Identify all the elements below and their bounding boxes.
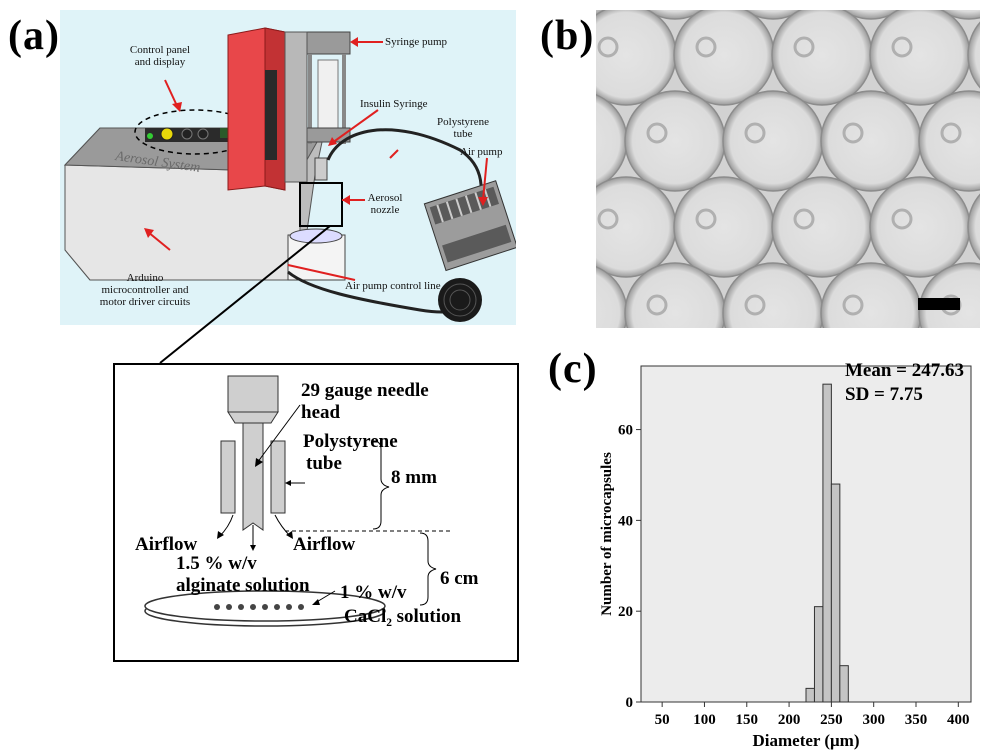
- capsule-core: [891, 36, 913, 58]
- microcapsule: [967, 21, 980, 89]
- label-air-pump: Air pump: [460, 146, 503, 158]
- plot-area: [640, 365, 972, 703]
- capsule-core: [940, 122, 962, 144]
- microcapsule: [673, 10, 775, 106]
- device-illustration: Aerosol System: [60, 10, 518, 325]
- stats-mean: Mean = 247.63: [845, 360, 964, 381]
- label-control-panel: Control panel and display: [129, 44, 191, 68]
- x-tick-label: 350: [905, 712, 928, 728]
- microcapsule: [869, 176, 971, 278]
- label-poly-2: tube: [306, 453, 342, 474]
- panel-a-letter: (a): [8, 13, 60, 59]
- capsule-core: [842, 294, 864, 316]
- capsule-core: [646, 122, 668, 144]
- microcapsule: [673, 176, 775, 278]
- label-needle-1: 29 gauge needle: [301, 380, 429, 401]
- x-tick-label: 100: [693, 712, 716, 728]
- panel-c-letter: (c): [548, 346, 598, 392]
- histogram-bar: [839, 665, 849, 703]
- label-cacl-1: 1 % w/v: [340, 582, 407, 603]
- microcapsule-micrograph: [596, 10, 980, 328]
- capsule-core: [842, 122, 864, 144]
- capsule-core: [744, 122, 766, 144]
- label-alginate-1: 1.5 % w/v: [176, 553, 257, 574]
- scale-bar: [918, 298, 960, 310]
- capsule-core: [597, 208, 619, 230]
- label-needle-2: head: [301, 402, 341, 423]
- x-tick-label: 300: [862, 712, 885, 728]
- label-air-pump-control-line: Air pump control line: [345, 280, 441, 292]
- stats-sd: SD = 7.75: [845, 384, 923, 405]
- diameter-histogram: 50 100 150 200 250 300 350 400 0 20 40 60 Diameter…: [596, 356, 981, 751]
- capsule-core: [646, 294, 668, 316]
- microcapsule: [771, 10, 873, 106]
- microcapsule: [841, 10, 901, 20]
- microcapsule: [596, 93, 628, 189]
- capsule-core: [891, 208, 913, 230]
- capsule-core: [793, 208, 815, 230]
- label-airflow-right: Airflow: [293, 534, 356, 555]
- microcapsule: [820, 90, 922, 192]
- label-insulin-syringe: Insulin Syringe: [360, 98, 428, 110]
- label-airflow-left: Airflow: [135, 534, 198, 555]
- microcapsule: [722, 90, 824, 192]
- panel-b-letter: (b): [540, 13, 595, 59]
- x-tick-label: 200: [778, 712, 801, 728]
- x-axis-label: Diameter (μm): [752, 731, 859, 750]
- label-cacl-2: CaCl₂ solution: [344, 606, 462, 627]
- y-tick-label: 40: [618, 513, 633, 529]
- capsule-core: [695, 36, 717, 58]
- y-axis-label: Number of microcapsules: [599, 452, 615, 616]
- capsule-core: [695, 208, 717, 230]
- label-8mm: 8 mm: [391, 467, 437, 488]
- y-tick-label: 20: [618, 604, 633, 620]
- label-poly-1: Polystyrene: [303, 431, 398, 452]
- microcapsule: [624, 90, 726, 192]
- label-polystyrene-tube: Polystyrene tube: [437, 116, 489, 140]
- microcapsule: [967, 193, 980, 261]
- label-arduino: Arduino microcontroller and motor driver…: [99, 272, 191, 308]
- microcapsule: [645, 10, 705, 20]
- histogram-svg: 50 100 150 200 250 300 350 400 0 20 40 60 Diameter…: [599, 360, 972, 750]
- label-alginate-2: alginate solution: [176, 575, 310, 596]
- label-6cm: 6 cm: [440, 568, 479, 589]
- histogram-bar: [805, 687, 815, 703]
- device-drawing: Aerosol System: [63, 27, 518, 322]
- nozzle-schematic: 29 gauge needle head Polystyrene tube 8 …: [113, 363, 519, 662]
- microcapsule: [939, 10, 980, 20]
- micrograph-image: [596, 10, 980, 328]
- capsule-core: [597, 36, 619, 58]
- microcapsule: [869, 10, 971, 106]
- schematic-drawing: [144, 375, 450, 627]
- x-tick-label: 150: [736, 712, 759, 728]
- x-tick-label: 400: [947, 712, 970, 728]
- histogram-bar: [830, 483, 841, 703]
- histogram-bar: [813, 606, 824, 703]
- label-syringe-pump: Syringe pump: [385, 36, 448, 48]
- microcapsule: [771, 176, 873, 278]
- x-tick-label: 50: [655, 712, 670, 728]
- x-tick-label: 250: [820, 712, 843, 728]
- microcapsule: [743, 10, 803, 20]
- y-tick-label: 0: [626, 695, 634, 711]
- histogram-bar: [822, 383, 832, 703]
- y-tick-label: 60: [618, 423, 633, 439]
- label-aerosol-nozzle: Aerosol nozzle: [367, 192, 403, 216]
- capsule-core: [744, 294, 766, 316]
- capsule-core: [793, 36, 815, 58]
